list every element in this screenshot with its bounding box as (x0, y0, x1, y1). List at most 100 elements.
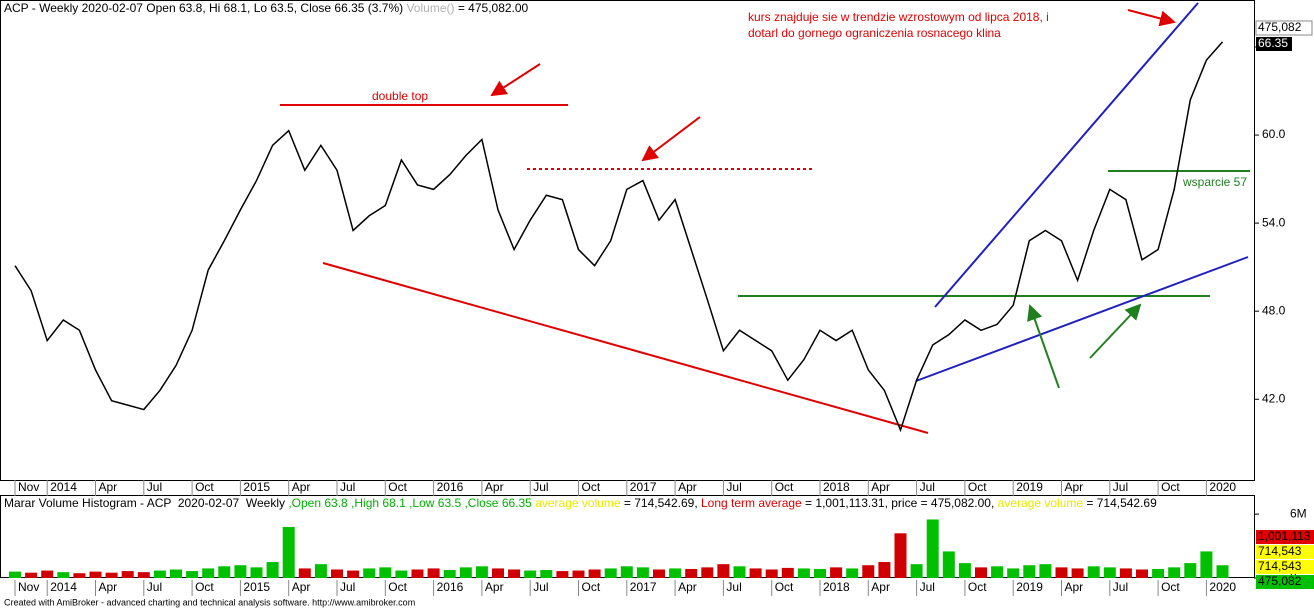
x-tick-label: Oct (968, 580, 987, 594)
y-tick-label: 54.0 (1262, 215, 1286, 229)
title-part: = 714,542.69 (1083, 496, 1157, 510)
x-tick-label: 2020 (1209, 580, 1236, 594)
annotation: kurs znajduje sie w trendzie wzrostowym … (748, 10, 1049, 24)
volume-bar (717, 564, 730, 578)
x-tick-label: Oct (388, 580, 407, 594)
volume-bar (701, 567, 714, 578)
arrow (1089, 303, 1142, 359)
volume-bar (153, 570, 166, 578)
volume-bar (1023, 565, 1036, 578)
volume-bar (1119, 568, 1132, 578)
x-tick-label: 2014 (50, 580, 77, 594)
volume-bar (170, 569, 182, 578)
arrow (1027, 304, 1060, 389)
x-tick-label: 2018 (823, 480, 850, 494)
volume-bar (411, 569, 424, 578)
volume-bar (121, 571, 134, 578)
volume-bar (830, 567, 843, 578)
x-tick-label: Apr (99, 580, 118, 594)
arrow (490, 63, 541, 97)
x-tick-label: Oct (968, 480, 987, 494)
volume-bar (250, 567, 263, 578)
title-part: Marar Volume Histogram - ACP 2020-02-07 … (4, 496, 288, 510)
title-part: ACP - Weekly 2020-02-07 Open 63.8, Hi 68… (4, 1, 406, 15)
x-tick-label: 2017 (630, 580, 657, 594)
volume-bar (1216, 565, 1229, 578)
title-part: ,Open 63.8 ,High 68.1 ,Low 63.5 ,Close 6… (288, 496, 535, 510)
title-part: average volume (998, 496, 1084, 510)
volume-bar (427, 568, 440, 578)
x-tick-label: Jul (920, 480, 935, 494)
volume-bar (846, 568, 859, 578)
annotation: double top (372, 89, 428, 103)
volume-bar (234, 565, 247, 578)
volume-bar (991, 566, 1004, 578)
price-panel (0, 0, 1255, 481)
volume-bar (1200, 551, 1213, 578)
volume-bar (363, 568, 376, 578)
x-tick-label: Apr (292, 480, 311, 494)
x-tick-label: 2015 (243, 480, 270, 494)
value-label: 66.35 (1258, 36, 1288, 50)
x-tick-label: Jul (533, 580, 548, 594)
volume-bar (379, 567, 392, 578)
x-tick-label: Apr (292, 580, 311, 594)
volume-bar (572, 570, 585, 578)
x-tick-label: 2016 (437, 580, 464, 594)
x-tick-label: 2017 (630, 480, 657, 494)
title-part: average volume (535, 496, 621, 510)
volume-bar (314, 564, 327, 578)
arrow (1127, 9, 1176, 27)
volume-bar (524, 570, 537, 578)
volume-bar (926, 519, 939, 578)
value-label: 475,082 (1258, 20, 1302, 34)
x-tick-label: Jul (1113, 480, 1128, 494)
x-tick-label: Oct (388, 480, 407, 494)
volume-bar (958, 563, 971, 578)
x-tick-label: Apr (1065, 480, 1084, 494)
volume-bar (25, 572, 38, 578)
volume-bar (588, 569, 601, 578)
volume-bar (1168, 567, 1181, 578)
trend-line (915, 256, 1249, 382)
x-tick-label: Jul (726, 480, 741, 494)
annotation: wsparcie 57 (1182, 175, 1247, 189)
x-tick-label: Apr (99, 480, 118, 494)
x-tick-label: Apr (871, 480, 890, 494)
volume-bar (653, 569, 665, 578)
y-tick-label: 60.0 (1262, 127, 1286, 141)
annotation: dotarl do gornego ograniczenia rosnacego… (748, 26, 1001, 40)
volume-bar (1071, 568, 1084, 578)
volume-bar (797, 568, 810, 578)
y-tick-label: 42.0 (1262, 391, 1286, 405)
volume-bar (105, 572, 118, 578)
volume-bar (1087, 566, 1100, 578)
volume-bar (975, 567, 987, 578)
price-line (14, 41, 1224, 433)
x-tick-label: 2016 (437, 480, 464, 494)
value-label: 714,543 (1258, 544, 1302, 558)
x-tick-label: 2019 (1016, 480, 1043, 494)
volume-bar (137, 572, 150, 578)
x-tick-label: Jul (340, 580, 355, 594)
volume-bar (9, 571, 21, 578)
volume-bar (57, 572, 70, 578)
volume-bar (475, 566, 488, 578)
volume-bar (89, 571, 102, 578)
x-tick-label: Oct (1161, 580, 1180, 594)
x-tick-label: Apr (871, 580, 890, 594)
volume-bar (749, 568, 762, 578)
value-box (1256, 575, 1314, 589)
volume-bar (669, 568, 682, 578)
x-tick-label: Oct (582, 480, 601, 494)
volume-bar (266, 562, 279, 578)
x-tick-label: Oct (1161, 480, 1180, 494)
volume-bar (942, 551, 955, 578)
volume-bar (814, 568, 826, 578)
volume-bar (395, 570, 408, 578)
title-part: Volume() (406, 1, 454, 15)
title-part: = 714,542.69, (621, 496, 701, 510)
annotation-lines (280, 2, 1250, 434)
x-tick-label: Apr (1065, 580, 1084, 594)
volume-bar (1184, 563, 1197, 578)
